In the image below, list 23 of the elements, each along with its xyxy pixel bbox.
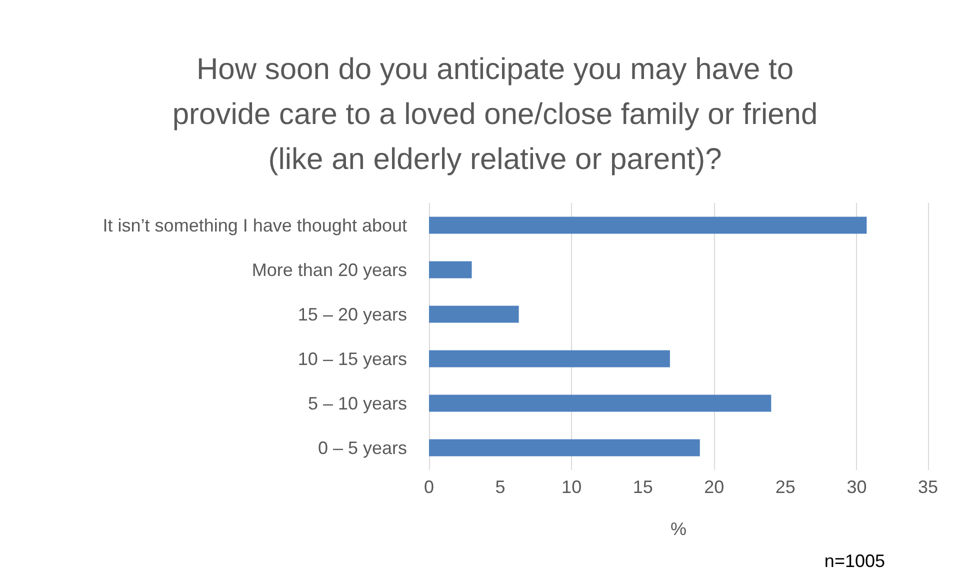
x-tick-label: 10 [562, 477, 582, 497]
text: n=1005 [824, 551, 886, 571]
x-tick-label: 35 [918, 477, 938, 497]
bar [429, 216, 867, 234]
bar [429, 394, 772, 412]
y-tick-label: 0 – 5 years [318, 438, 407, 458]
y-tick-label: 5 – 10 years [308, 393, 407, 414]
x-tick-label: 5 [495, 477, 506, 497]
chart-title: How soon do you anticipate you may have to provide care to a loved one/close family or friend (like an elderly relative or parent)? [172, 53, 818, 176]
y-tick-label: 15 – 20 years [298, 304, 407, 324]
bar [429, 350, 670, 368]
x-tick-label: 0 [424, 477, 434, 497]
bar [429, 306, 519, 323]
x-axis-title: % [670, 519, 687, 539]
bar [429, 261, 472, 278]
y-tick-label: 10 – 15 years [298, 348, 407, 369]
x-tick-label: 25 [775, 477, 796, 497]
y-tick-label: More than 20 years [252, 260, 407, 280]
y-tick-label: It isn’t something I have thought about [102, 215, 407, 236]
x-tick-label: 30 [846, 477, 867, 497]
x-tick-label: 15 [632, 477, 653, 497]
x-tick-label: 20 [704, 477, 724, 497]
bar [429, 439, 700, 456]
